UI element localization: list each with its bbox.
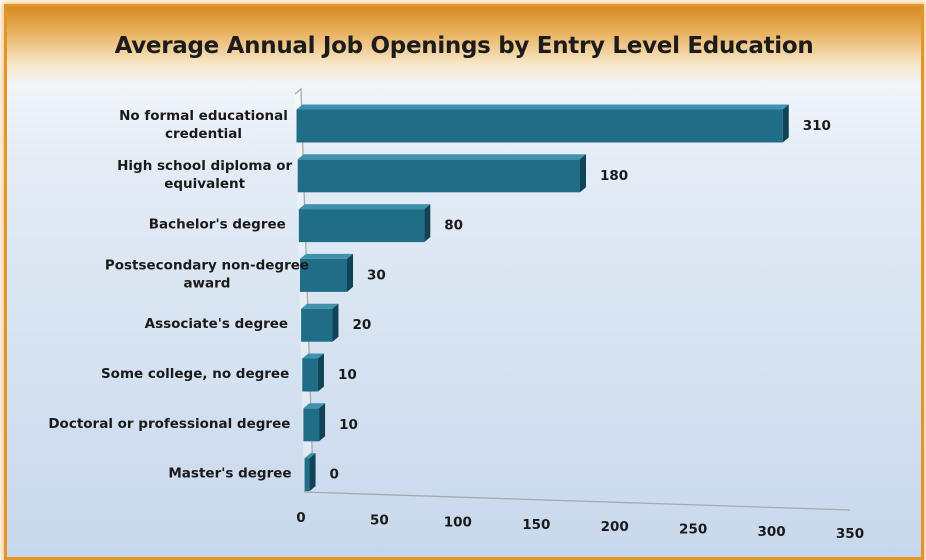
x-tick-label: 0 — [296, 510, 305, 526]
bar-top-face — [297, 154, 586, 160]
bar-top-face — [301, 303, 339, 309]
bar-side-face — [347, 253, 354, 292]
x-tick-label: 350 — [836, 526, 864, 542]
bar-top-face — [299, 253, 354, 259]
bar-top-face — [304, 453, 316, 459]
x-tick-label: 100 — [444, 515, 472, 531]
data-label: 10 — [339, 417, 358, 433]
x-tick-label: 300 — [757, 524, 785, 540]
category-label: Some college, no degree — [101, 366, 289, 382]
bar-side-face — [782, 104, 789, 143]
data-label: 0 — [330, 467, 339, 483]
x-tick-label: 150 — [522, 517, 550, 533]
category-label: Doctoral or professional degree — [48, 416, 290, 432]
category-label: Postsecondary non-degree award — [105, 257, 309, 291]
data-label: 20 — [352, 317, 371, 333]
bar — [304, 458, 310, 492]
title-band — [7, 7, 921, 85]
category-label: Master's degree — [168, 466, 291, 482]
x-tick-label: 250 — [679, 522, 707, 538]
x-axis-line — [303, 491, 851, 511]
category-label: Associate's degree — [145, 316, 288, 332]
bar — [298, 209, 425, 243]
category-label: High school diploma or equivalent — [117, 158, 292, 192]
bar — [302, 358, 318, 392]
bar-side-face — [309, 453, 316, 492]
category-label: Bachelor's degree — [149, 217, 286, 233]
bar — [299, 258, 348, 292]
chart-title: Average Annual Job Openings by Entry Lev… — [114, 33, 814, 59]
data-label: 80 — [444, 218, 463, 234]
bar-side-face — [579, 154, 586, 193]
category-label: No formal educational credential — [119, 108, 288, 142]
x-tick-label: 200 — [601, 519, 629, 535]
data-label: 10 — [338, 367, 357, 383]
chart-frame: Average Annual Job Openings by Entry Lev… — [4, 4, 924, 560]
bar-top-face — [303, 403, 326, 409]
bar — [296, 109, 783, 143]
bar-side-face — [319, 403, 326, 442]
bar-top-face — [302, 353, 324, 359]
bar-side-face — [332, 303, 339, 342]
bar — [301, 308, 333, 342]
bar-top-face — [298, 204, 431, 210]
bar-side-face — [317, 353, 324, 392]
data-label: 30 — [367, 267, 386, 283]
data-label: 180 — [600, 168, 628, 184]
bar — [297, 159, 580, 193]
bar — [303, 408, 320, 442]
x-tick-label: 50 — [370, 512, 389, 528]
data-label: 310 — [803, 118, 831, 134]
bar-side-face — [424, 204, 431, 243]
bar-top-face — [296, 104, 789, 110]
